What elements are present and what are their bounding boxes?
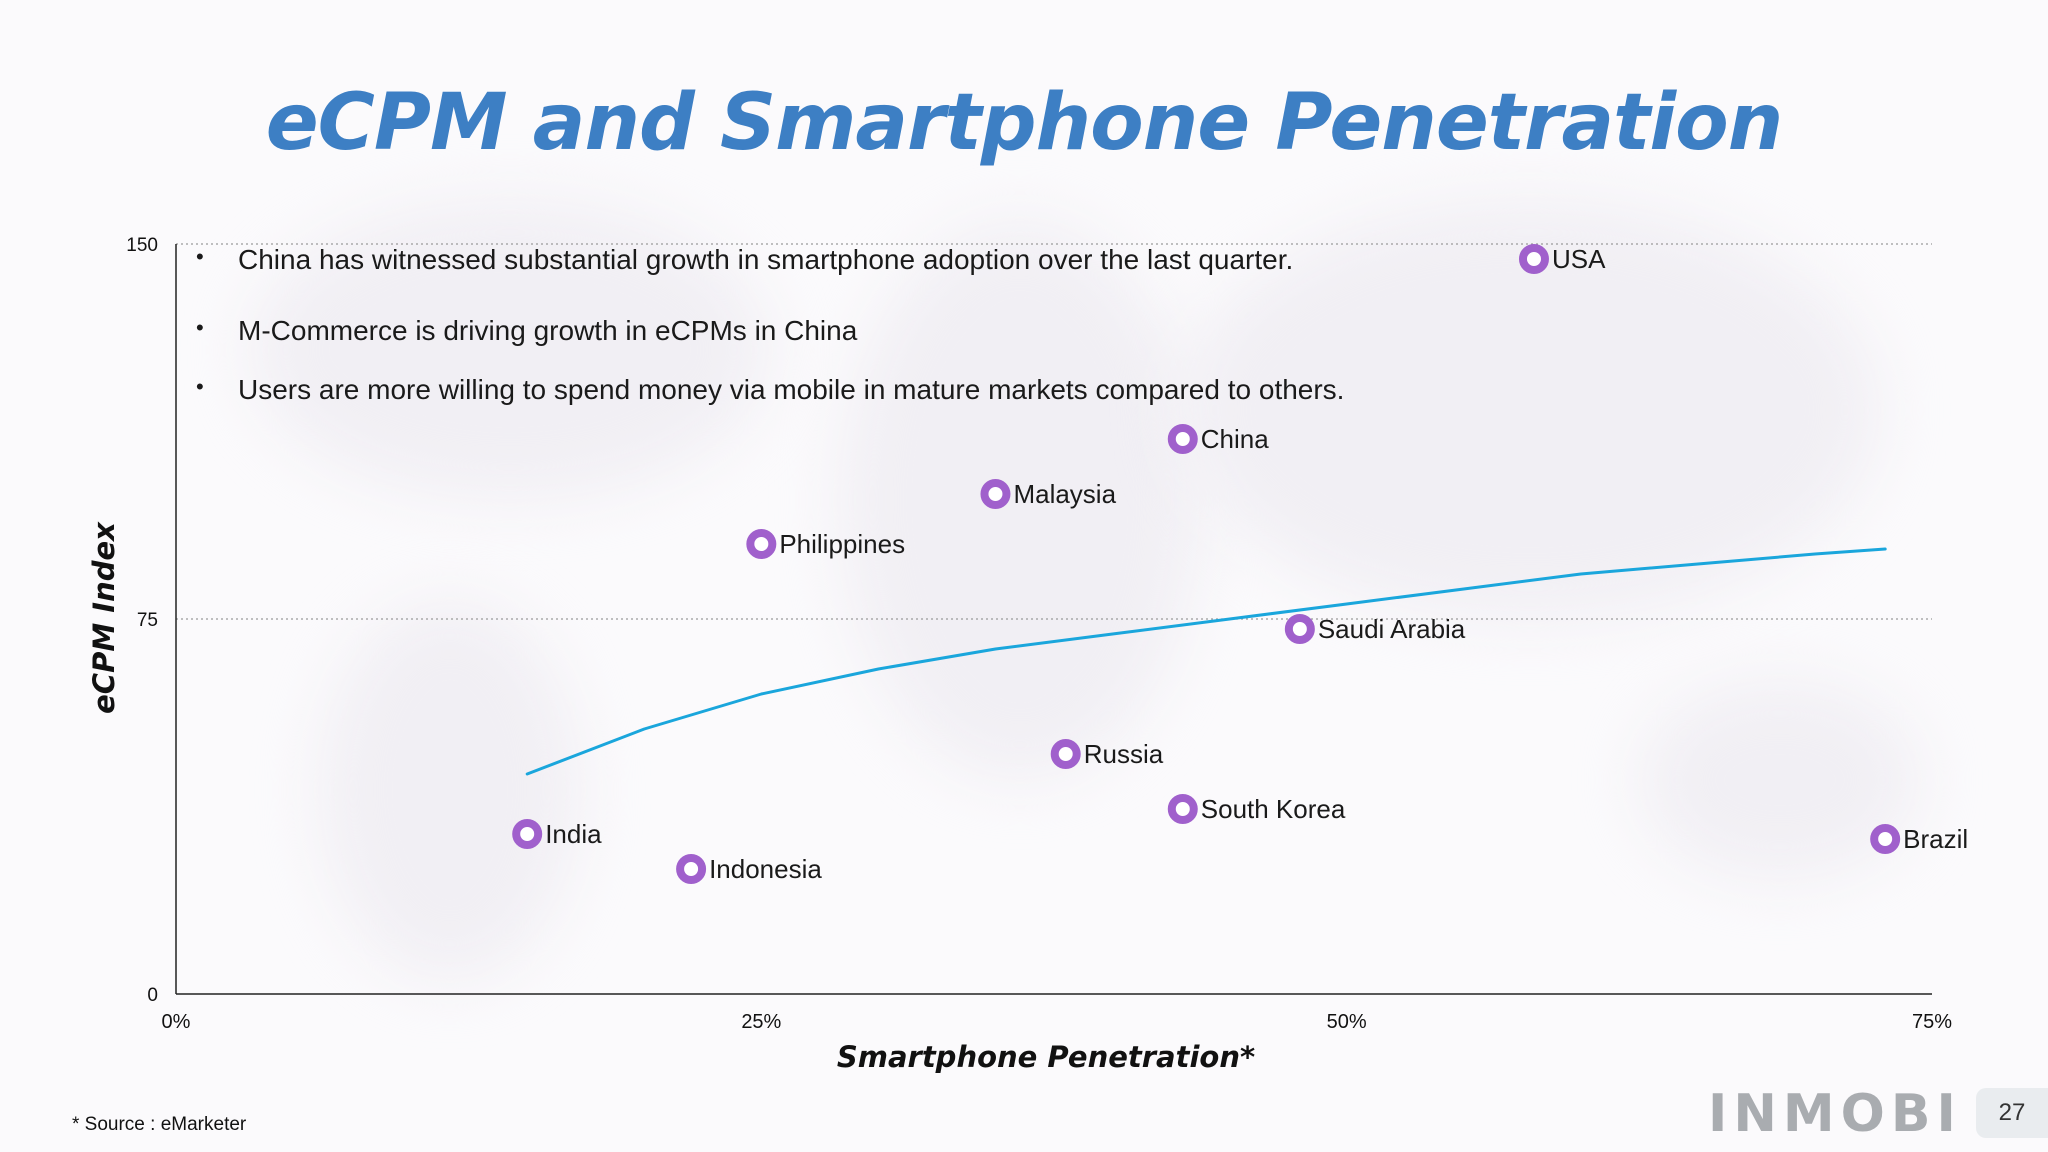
- data-point-label: Malaysia: [1013, 479, 1116, 509]
- data-point: [512, 819, 543, 849]
- data-point: [1167, 424, 1198, 454]
- bullet-text: China has witnessed substantial growth i…: [238, 244, 1294, 275]
- x-tick-label: 75%: [1912, 1011, 1952, 1033]
- bullet-text: Users are more willing to spend money vi…: [238, 374, 1345, 405]
- trendline: [525, 547, 1887, 776]
- data-point-label: South Korea: [1201, 794, 1346, 824]
- data-point-label: Indonesia: [709, 854, 822, 884]
- data-point-label: China: [1201, 424, 1269, 454]
- data-point: [1167, 794, 1198, 824]
- page-number: 27: [1976, 1088, 2048, 1138]
- bullet-dot-icon: •: [196, 315, 204, 340]
- x-tick-label: 50%: [1327, 1011, 1367, 1033]
- data-point: [1870, 824, 1901, 854]
- data-point: [1518, 244, 1549, 274]
- bullet-dot-icon: •: [196, 374, 204, 399]
- data-point-label: Brazil: [1903, 824, 1968, 854]
- data-point-label: India: [545, 819, 602, 849]
- data-point-label: Saudi Arabia: [1318, 614, 1466, 644]
- data-point-label: Philippines: [779, 529, 905, 559]
- data-point: [980, 479, 1011, 509]
- bullet-dot-icon: •: [196, 244, 204, 269]
- data-point: [746, 529, 777, 559]
- data-point: [1050, 739, 1081, 769]
- slide-title: eCPM and Smartphone Penetration: [265, 78, 1784, 168]
- y-tick-label: 0: [147, 985, 158, 1006]
- data-point: [1284, 614, 1315, 644]
- source-note: * Source : eMarketer: [72, 1114, 247, 1135]
- data-point-label: USA: [1552, 244, 1606, 274]
- data-point-label: Russia: [1084, 739, 1164, 769]
- data-point: [676, 854, 707, 884]
- y-tick-label: 75: [137, 610, 158, 631]
- y-axis-label: eCPM Index: [87, 522, 121, 714]
- bullet-text: M-Commerce is driving growth in eCPMs in…: [238, 315, 858, 346]
- y-tick-label: 150: [126, 235, 158, 256]
- x-tick-label: 0%: [162, 1011, 191, 1033]
- inmobi-logo: INMOBI: [1708, 1084, 1962, 1144]
- x-axis-label: Smartphone Penetration*: [836, 1040, 1256, 1074]
- x-tick-label: 25%: [741, 1011, 781, 1033]
